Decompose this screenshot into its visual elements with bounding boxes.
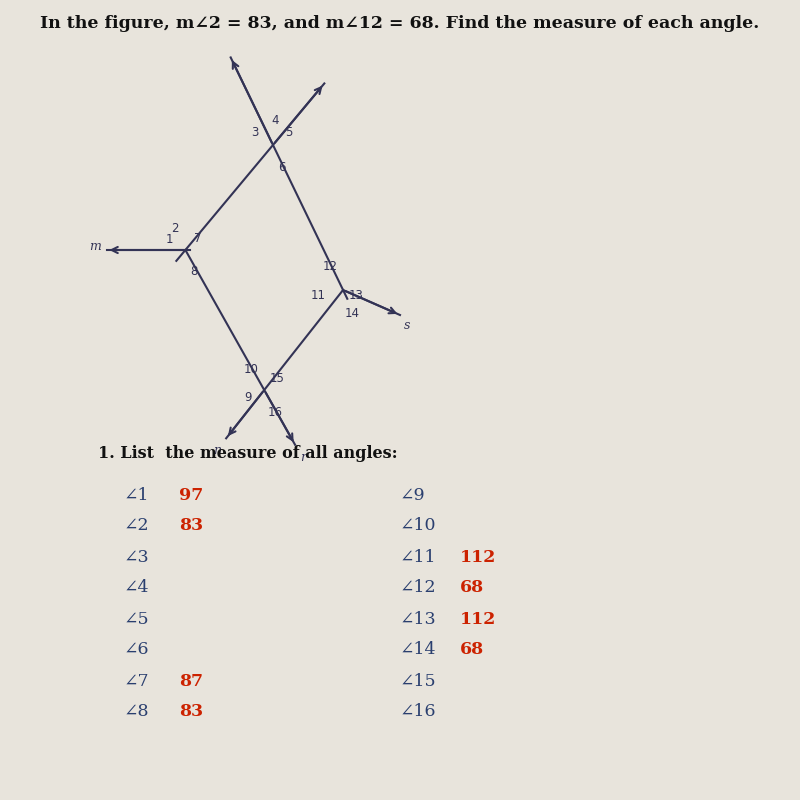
Text: ∠8: ∠8	[124, 703, 150, 721]
Text: ∠12: ∠12	[400, 579, 437, 597]
Text: 3: 3	[251, 126, 259, 139]
Text: ∠4: ∠4	[124, 579, 150, 597]
Text: n: n	[213, 444, 221, 458]
Text: 112: 112	[459, 610, 496, 627]
Text: 112: 112	[459, 549, 496, 566]
Text: s: s	[403, 319, 410, 332]
Text: ∠3: ∠3	[124, 549, 150, 566]
Text: 5: 5	[286, 126, 293, 139]
Text: ∠2: ∠2	[124, 518, 150, 534]
Text: 4: 4	[272, 114, 279, 127]
Text: ∠16: ∠16	[400, 703, 437, 721]
Text: ∠10: ∠10	[400, 518, 437, 534]
Text: 1: 1	[166, 233, 173, 246]
Text: r: r	[300, 450, 306, 464]
Text: ∠11: ∠11	[400, 549, 437, 566]
Text: ∠15: ∠15	[400, 673, 437, 690]
Text: 10: 10	[244, 363, 259, 376]
Text: 13: 13	[348, 289, 363, 302]
Text: 6: 6	[278, 161, 286, 174]
Text: ∠9: ∠9	[400, 486, 426, 503]
Text: ∠1: ∠1	[124, 486, 150, 503]
Text: 83: 83	[179, 703, 203, 721]
Text: 14: 14	[345, 307, 360, 320]
Text: ∠7: ∠7	[124, 673, 150, 690]
Text: In the figure, m∠2 = 83, and m∠12 = 68. Find the measure of each angle.: In the figure, m∠2 = 83, and m∠12 = 68. …	[40, 15, 760, 32]
Text: ∠6: ∠6	[124, 642, 150, 658]
Text: 15: 15	[270, 372, 284, 385]
Text: 97: 97	[179, 486, 204, 503]
Text: ∠13: ∠13	[400, 610, 437, 627]
Text: 83: 83	[179, 518, 203, 534]
Text: 8: 8	[190, 265, 197, 278]
Text: 68: 68	[459, 579, 484, 597]
Text: 11: 11	[310, 289, 326, 302]
Text: 9: 9	[245, 391, 252, 404]
Text: ∠14: ∠14	[400, 642, 437, 658]
Text: m: m	[90, 239, 102, 253]
Text: 2: 2	[171, 222, 178, 235]
Text: 1. List  the measure of all angles:: 1. List the measure of all angles:	[98, 445, 398, 462]
Text: ∠5: ∠5	[124, 610, 150, 627]
Text: 16: 16	[268, 406, 282, 419]
Text: 12: 12	[323, 260, 338, 273]
Text: 7: 7	[194, 232, 202, 245]
Text: 87: 87	[179, 673, 203, 690]
Text: 68: 68	[459, 642, 484, 658]
